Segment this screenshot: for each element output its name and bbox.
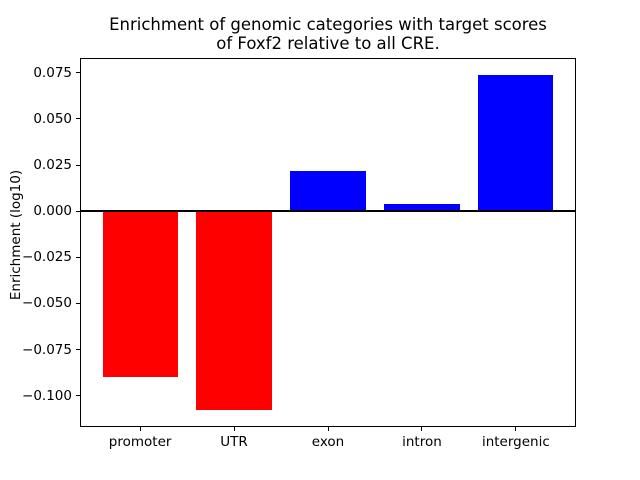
y-tick-label-0.050: 0.050 — [33, 110, 72, 127]
chart-title: Enrichment of genomic categories with ta… — [80, 15, 576, 53]
plot-area — [80, 58, 576, 427]
y-tick-label-−0.025: −0.025 — [22, 249, 72, 266]
bar-intron — [384, 203, 460, 212]
y-axis-label: Enrichment (log10) — [8, 169, 24, 301]
x-tick-label-exon: exon — [311, 434, 345, 450]
y-tick-label-0.000: 0.000 — [33, 203, 72, 220]
x-tick-mark-intergenic — [515, 427, 517, 431]
x-tick-label-intron: intron — [402, 434, 442, 450]
chart-title-line-2: of Foxf2 relative to all CRE. — [216, 34, 440, 53]
x-tick-mark-exon — [327, 427, 329, 431]
y-tick-label-−0.075: −0.075 — [22, 341, 72, 358]
bar-promoter — [102, 211, 178, 378]
x-tick-label-intergenic: intergenic — [481, 434, 550, 450]
y-tick-label-0.025: 0.025 — [33, 157, 72, 173]
x-tick-label-UTR: UTR — [220, 434, 248, 450]
zero-line — [80, 210, 576, 213]
y-tick-mark-0.025 — [76, 164, 80, 166]
chart-title-line-1: Enrichment of genomic categories with ta… — [109, 15, 547, 34]
y-tick-label-−0.050: −0.050 — [22, 295, 72, 312]
bar-UTR — [196, 211, 272, 411]
x-tick-label-promoter: promoter — [108, 434, 172, 450]
x-tick-mark-UTR — [233, 427, 235, 431]
y-tick-mark-−0.050 — [76, 302, 80, 304]
y-tick-label-−0.100: −0.100 — [22, 387, 72, 404]
bar-intergenic — [478, 74, 554, 212]
y-tick-mark-0.075 — [76, 72, 80, 74]
y-tick-mark-0.000 — [76, 210, 80, 212]
bar-exon — [290, 170, 366, 212]
y-tick-mark-0.050 — [76, 118, 80, 120]
x-tick-mark-promoter — [139, 427, 141, 431]
y-tick-mark-−0.075 — [76, 349, 80, 350]
x-tick-mark-intron — [421, 427, 423, 431]
y-tick-label-0.075: 0.075 — [33, 64, 72, 81]
y-tick-mark-−0.100 — [76, 395, 80, 397]
y-tick-mark-−0.025 — [76, 256, 80, 258]
